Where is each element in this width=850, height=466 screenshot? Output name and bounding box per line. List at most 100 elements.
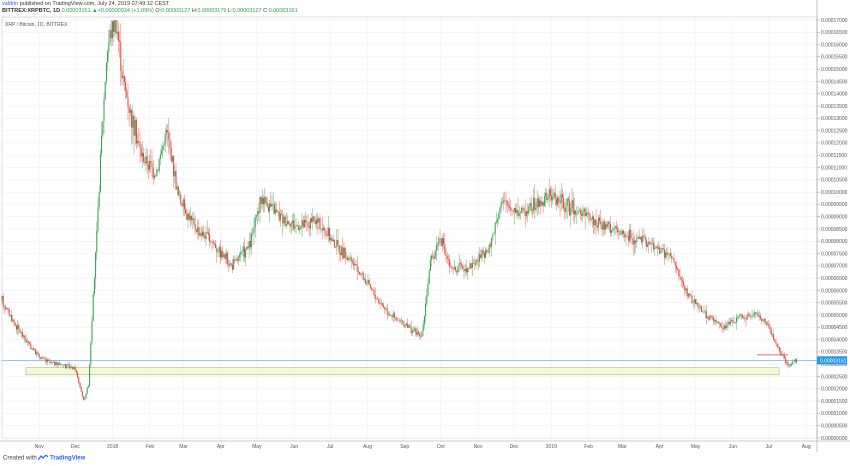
candle-body [379, 302, 381, 304]
candle-body [493, 233, 495, 235]
high-label: H: [191, 8, 198, 14]
candle-body [240, 251, 242, 255]
candle-body [156, 169, 158, 177]
tradingview-brand[interactable]: TradingView [50, 455, 86, 462]
candle-body [227, 253, 229, 264]
candle-body [336, 239, 338, 247]
candle-body [583, 208, 585, 212]
price-tick-label: 0.00010000 [821, 190, 848, 196]
time-tick-label: Dec [71, 444, 80, 450]
candle-body [488, 244, 490, 253]
low-label: L: [227, 8, 233, 14]
candle-body [751, 315, 753, 317]
candle-body [440, 238, 442, 247]
candle-body [266, 202, 268, 207]
candle-body [781, 355, 783, 356]
candle-body [127, 97, 129, 108]
price-tick-label: 0.00013000 [821, 116, 848, 122]
candle-body [474, 263, 476, 265]
candle-body [735, 317, 737, 323]
candle-body [456, 270, 458, 273]
price-tick-label: 0.00010500 [821, 178, 848, 184]
candle-body [167, 130, 169, 132]
candle-body [432, 255, 434, 257]
price-tick-label: 0.00015000 [821, 67, 848, 73]
candle-body [637, 236, 639, 239]
candle-body [189, 215, 191, 220]
candle-body [21, 332, 23, 337]
candle-body [37, 352, 39, 354]
candle-body [229, 263, 231, 266]
candle-body [697, 302, 699, 308]
candle-body [242, 246, 244, 252]
candle-body [311, 218, 313, 223]
candle-body [747, 314, 749, 316]
candle-body [29, 342, 31, 344]
candle-body [303, 219, 305, 228]
candle-body [116, 31, 118, 34]
candle-body [377, 298, 379, 300]
candle-body [194, 224, 196, 230]
candle-body [271, 204, 273, 207]
candle-body [467, 268, 469, 273]
candle-body [56, 362, 58, 365]
candle-body [690, 294, 692, 296]
candle-body [405, 323, 407, 326]
candle-body [393, 313, 395, 318]
candle-body [182, 199, 184, 207]
candle-body [769, 326, 771, 330]
candle-body [470, 263, 472, 268]
candle-body [619, 231, 621, 235]
candle-body [259, 196, 261, 213]
candle-body [133, 115, 135, 136]
candle-body [123, 76, 125, 82]
candle-body [413, 331, 415, 332]
candle-body [719, 323, 721, 324]
candle-body [121, 70, 123, 79]
candle-body [419, 334, 421, 336]
candle-body [191, 215, 193, 221]
price-tick-label: 0.00008000 [821, 239, 848, 245]
candle-body [768, 323, 770, 327]
candle-body [38, 353, 40, 358]
candle-body [612, 229, 614, 231]
candle-body [222, 251, 224, 258]
candle-body [319, 218, 321, 230]
candle-body [204, 235, 206, 239]
candle-body [525, 211, 527, 217]
candle-body [42, 357, 44, 358]
candle-body [506, 200, 508, 206]
candle-body [18, 325, 20, 330]
candle-body [363, 279, 365, 280]
candle-body [698, 306, 700, 308]
candle-body [486, 250, 488, 252]
candle-body [180, 194, 182, 205]
candle-body [89, 364, 91, 386]
publisher-name[interactable]: valdrin [2, 1, 19, 7]
candle-body [791, 364, 793, 366]
candle-body [793, 361, 795, 362]
candle-body [615, 226, 617, 229]
candle-body [402, 320, 404, 324]
candle-body [375, 298, 377, 300]
candle-body [198, 227, 200, 236]
candle-body [557, 197, 559, 205]
candle-body [386, 308, 388, 314]
candle-body [165, 130, 167, 134]
candle-body [69, 367, 71, 368]
candle-body [479, 254, 481, 262]
candle-body [103, 99, 105, 122]
candle-body [272, 204, 274, 205]
candle-body [792, 361, 794, 365]
candle-body [339, 253, 341, 255]
candle-body [60, 364, 62, 366]
time-tick-label: Feb [584, 444, 593, 450]
candle-body [644, 236, 646, 241]
candle-body [373, 289, 375, 295]
candle-body [780, 350, 782, 356]
candle-body [551, 195, 553, 201]
candle-body [515, 207, 517, 214]
candle-body [553, 192, 555, 197]
candle-body [33, 349, 35, 351]
